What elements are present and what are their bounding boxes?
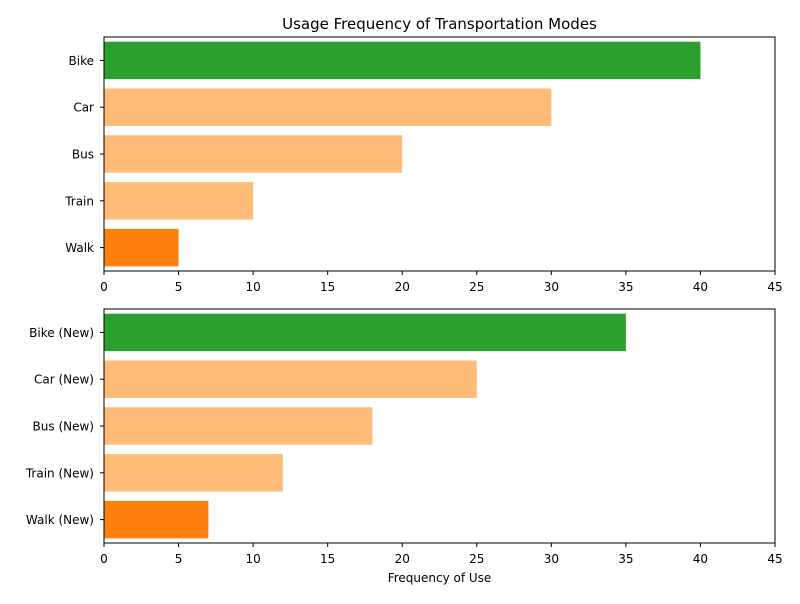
plot-area-top: Bike Car Bus Train Walk 0 5 10 15 20 25 30 35 40 45 bbox=[64, 36, 783, 294]
x-tick-label: 40 bbox=[693, 280, 708, 294]
y-tick-label: Car bbox=[73, 101, 94, 115]
x-tick-label: 5 bbox=[175, 552, 183, 566]
x-tick-label: 0 bbox=[100, 280, 108, 294]
x-tick-label: 5 bbox=[175, 280, 183, 294]
y-tick-label: Bus bbox=[72, 148, 94, 162]
y-tick-label: Bike bbox=[69, 54, 94, 68]
plot-area-bottom: Bike (New) Car (New) Bus (New) Train (New) W… bbox=[25, 308, 783, 566]
bar bbox=[104, 88, 552, 126]
bar bbox=[104, 228, 179, 267]
y-tick-label: Train bbox=[64, 194, 94, 208]
bar bbox=[104, 313, 626, 352]
x-axis-label-bottom: Frequency of Use bbox=[388, 571, 492, 585]
chart-title: Usage Frequency of Transportation Modes bbox=[282, 15, 597, 33]
x-tick-label: 30 bbox=[544, 552, 559, 566]
bar bbox=[104, 454, 283, 492]
x-tick-label: 20 bbox=[395, 280, 410, 294]
x-tick-label: 25 bbox=[469, 280, 484, 294]
x-tick-label: 45 bbox=[767, 552, 782, 566]
bar bbox=[104, 135, 403, 173]
y-tick-label: Walk (New) bbox=[26, 513, 94, 527]
x-tick-label: 10 bbox=[245, 280, 260, 294]
y-tick-label: Bus (New) bbox=[33, 420, 94, 434]
x-tick-label: 10 bbox=[245, 552, 260, 566]
x-tick-label: 35 bbox=[618, 552, 633, 566]
y-tick-label: Train (New) bbox=[25, 466, 94, 480]
y-tick-label: Bike (New) bbox=[29, 326, 94, 340]
x-tick-label: 25 bbox=[469, 552, 484, 566]
x-tick-label: 15 bbox=[320, 552, 335, 566]
subplot-top: Usage Frequency of Transportation Modes … bbox=[64, 15, 782, 294]
y-tick-label: Walk bbox=[65, 241, 94, 255]
bar bbox=[104, 360, 477, 398]
bar bbox=[104, 41, 701, 80]
bar bbox=[104, 182, 254, 220]
subplot-bottom: Frequency of Use Bike (New) Car (New) Bus … bbox=[25, 308, 783, 585]
x-tick-label: 40 bbox=[693, 552, 708, 566]
x-tick-label: 20 bbox=[395, 552, 410, 566]
x-tick-label: 0 bbox=[100, 552, 108, 566]
x-tick-label: 15 bbox=[320, 280, 335, 294]
x-tick-label: 45 bbox=[767, 280, 782, 294]
bar bbox=[104, 407, 373, 445]
x-tick-label: 30 bbox=[544, 280, 559, 294]
x-tick-label: 35 bbox=[618, 280, 633, 294]
bar bbox=[104, 500, 209, 539]
y-tick-label: Car (New) bbox=[34, 373, 94, 387]
